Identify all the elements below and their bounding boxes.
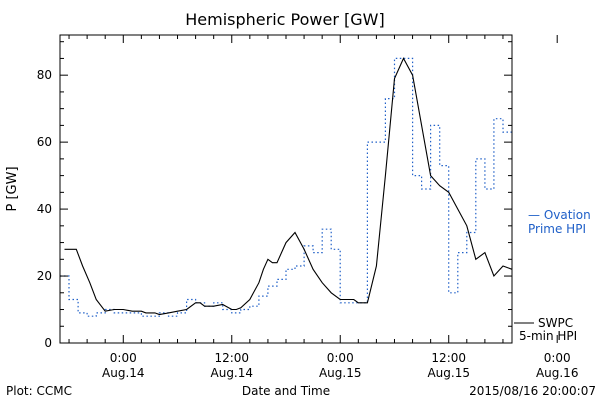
y-axis-label: P [GW]	[5, 166, 20, 211]
legend-swpc-line1: SWPC	[538, 316, 573, 330]
plot-timestamp: 2015/08/16 20:00:07	[469, 384, 596, 398]
legend-ovation-line1: — Ovation	[528, 208, 591, 222]
x-tick-label-date: Aug.14	[211, 366, 254, 380]
x-tick-label-date: Aug.15	[427, 366, 470, 380]
x-tick-label-time: 12:00	[214, 351, 249, 365]
chart-title: Hemispheric Power [GW]	[185, 10, 384, 29]
x-tick-label-time: 0:00	[327, 351, 354, 365]
x-tick-label-date: Aug.14	[102, 366, 145, 380]
x-tick-label-time: 0:00	[110, 351, 137, 365]
y-tick-label: 80	[37, 68, 52, 82]
y-tick-label: 20	[37, 269, 52, 283]
x-tick-label-date: Aug.15	[319, 366, 362, 380]
legend-swpc-line2: 5-min HPI	[519, 329, 577, 343]
legend-ovation-line2: Prime HPI	[528, 222, 586, 236]
plot-credit: Plot: CCMC	[6, 384, 72, 398]
x-axis-label: Date and Time	[242, 384, 330, 398]
x-tick-label-time: 12:00	[431, 351, 466, 365]
y-tick-label: 60	[37, 135, 52, 149]
y-tick-label: 0	[44, 336, 52, 350]
y-tick-label: 40	[37, 202, 52, 216]
series-layer	[60, 57, 513, 317]
x-tick-label-date: Aug.16	[536, 366, 579, 380]
series-swpc-line	[64, 57, 513, 316]
axes-layer: 0204060800:00Aug.1412:00Aug.140:00Aug.15…	[37, 34, 579, 380]
series-ovation-prime-line	[60, 57, 512, 317]
x-tick-label-time: 0:00	[544, 351, 571, 365]
